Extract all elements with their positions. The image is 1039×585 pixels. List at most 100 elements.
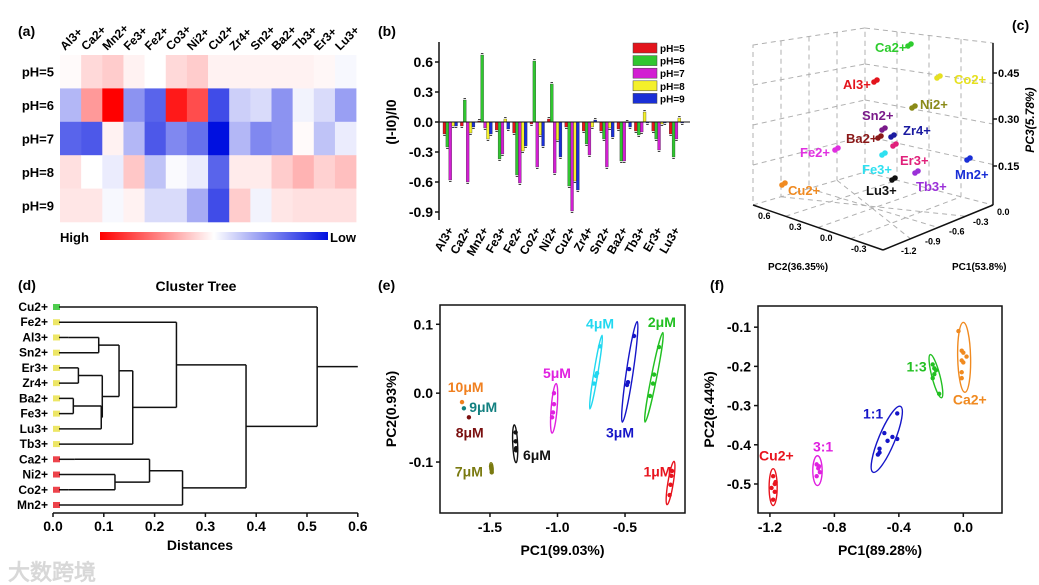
heatmap-cell <box>165 188 188 223</box>
heatmap-cell <box>208 88 230 123</box>
bar <box>640 121 644 133</box>
leaf-color-marker <box>53 349 60 356</box>
data-point <box>892 175 898 181</box>
x-axis-title: PC1(53.8%) <box>952 262 1006 273</box>
heatmap-cell <box>81 121 103 156</box>
leaf-label: Ca2+ <box>19 452 48 466</box>
data-point <box>817 470 823 475</box>
bar <box>535 121 539 168</box>
x-tick-label: 0.0 <box>954 519 974 535</box>
leaf-color-marker <box>53 501 60 508</box>
bar <box>674 121 679 140</box>
heatmap-cell <box>165 55 188 89</box>
data-point <box>782 180 788 186</box>
data-point <box>878 133 884 139</box>
bar <box>538 121 542 136</box>
group-label: 2μM <box>648 314 676 330</box>
bar <box>651 121 655 132</box>
data-point <box>895 436 900 442</box>
data-point <box>891 132 897 138</box>
x-tick-label: -0.9 <box>925 236 941 246</box>
data-point <box>959 375 964 381</box>
heatmap-cell <box>123 188 145 223</box>
bar <box>602 121 606 140</box>
point-label: Tb3+ <box>916 179 947 194</box>
leaf-color-marker <box>53 334 60 341</box>
y-tick-label: -0.3 <box>409 144 433 160</box>
data-point <box>877 446 882 451</box>
confidence-ellipse <box>928 353 944 399</box>
panel-label: (f) <box>710 277 724 293</box>
heatmap-cell <box>313 155 336 189</box>
data-point <box>875 452 881 457</box>
z-tick-label: 0.30 <box>998 114 1019 126</box>
heatmap-cell <box>60 88 82 123</box>
y-tick-label: -0.3 <box>727 398 751 414</box>
bar <box>558 121 563 158</box>
data-point <box>594 370 600 376</box>
legend-label: pH=7 <box>660 69 685 80</box>
legend-label: pH=5 <box>660 44 685 55</box>
heatmap-cell <box>250 55 272 89</box>
back-left-wall <box>752 27 866 206</box>
bar <box>500 121 505 155</box>
legend-swatch <box>632 55 658 66</box>
bar <box>590 121 594 128</box>
heatmap-cell <box>250 155 272 189</box>
row-label: pH=9 <box>22 198 54 213</box>
heatmap-cell <box>60 121 82 156</box>
bar <box>654 121 658 140</box>
bar <box>442 121 447 135</box>
x-tick-label: 0.1 <box>94 518 114 534</box>
panel-label: (d) <box>18 277 36 293</box>
bar <box>466 121 470 183</box>
heatmap-cell <box>334 121 357 156</box>
heatmap-cell <box>229 121 251 156</box>
bar <box>471 121 476 128</box>
data-point <box>647 393 653 399</box>
x-tick-label: 0.3 <box>196 518 216 534</box>
x-tick-label: -0.8 <box>822 519 846 535</box>
grid-line <box>836 179 911 240</box>
data-point <box>668 482 673 487</box>
leaf-label: Ni2+ <box>22 468 48 482</box>
heatmap-cell <box>313 121 336 156</box>
heatmap-cell <box>271 188 293 223</box>
data-point <box>669 468 675 474</box>
y-axis-title: PC2(0.93%) <box>383 371 399 447</box>
leaf-color-marker <box>53 395 60 402</box>
data-point <box>551 401 557 407</box>
group-label: 3:1 <box>813 439 833 455</box>
group-label: Cu2+ <box>759 447 794 463</box>
confidence-ellipse <box>665 460 676 506</box>
y-tick-label: -0.5 <box>727 476 751 492</box>
column-label: Al3+ <box>57 25 85 53</box>
x-tick-label: -1.2 <box>758 519 782 535</box>
point-label: Ba2+ <box>846 131 878 146</box>
heatmap-cell <box>165 121 188 156</box>
data-point <box>890 434 895 440</box>
heatmap-cell <box>334 188 357 223</box>
bar <box>605 121 609 168</box>
heatmap-cell <box>102 121 124 156</box>
heatmap-cell <box>313 55 336 89</box>
bar <box>669 121 673 135</box>
data-point <box>772 489 777 495</box>
bar <box>495 121 499 131</box>
bar <box>553 121 557 174</box>
confidence-ellipse <box>549 382 559 434</box>
data-point <box>893 141 899 147</box>
data-point <box>895 411 900 416</box>
panel-label: (c) <box>1012 17 1029 33</box>
heatmap-cell <box>334 155 357 189</box>
heatmap-cell <box>208 55 230 89</box>
group-label: Ca2+ <box>953 392 987 408</box>
group-label: 6μM <box>523 447 551 463</box>
bar <box>506 121 510 130</box>
heatmap-cell <box>292 88 315 123</box>
y-tick-label: 0.6 <box>758 211 771 221</box>
point-label: Fe3+ <box>862 162 892 177</box>
bar <box>599 121 603 132</box>
